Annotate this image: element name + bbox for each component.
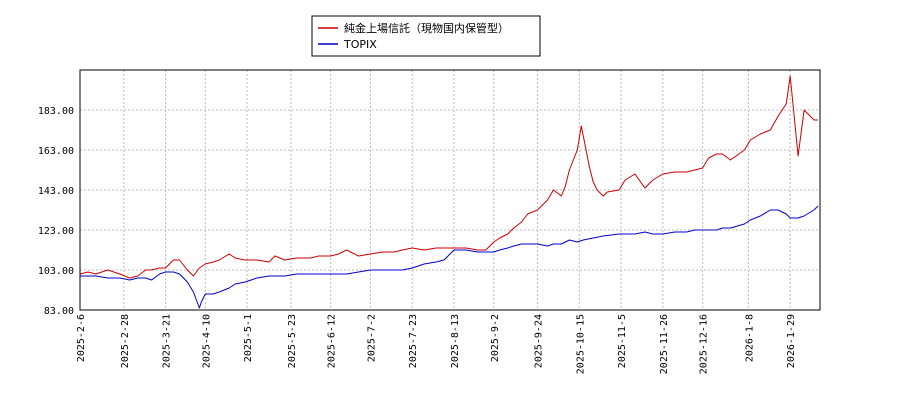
x-tick-label: 2025-12-16	[699, 314, 710, 374]
legend-box	[311, 15, 541, 57]
y-tick-label: 123.00	[38, 226, 74, 237]
y-tick-label: 143.00	[38, 186, 74, 197]
y-tick-label: 163.00	[38, 146, 74, 157]
x-tick-label: 2025-4-10	[201, 314, 212, 368]
y-tick-label: 103.00	[38, 266, 74, 277]
plot-frame	[79, 69, 821, 311]
x-tick-label: 2025-8-13	[450, 314, 461, 368]
x-tick-label: 2025-3-21	[162, 314, 173, 368]
series-line-topix	[80, 205, 819, 309]
y-axis-ticks: 83.00 103.00 123.00 143.00 163.00 183.00	[38, 106, 74, 317]
x-tick-label: 2025-2-28	[120, 314, 131, 368]
x-tick-label: 2026-1-8	[744, 314, 755, 362]
legend-label-gold: 純金上場信託（現物国内保管型）	[344, 21, 509, 35]
grid-lines	[79, 70, 820, 311]
x-tick-label: 2025-6-12	[327, 314, 338, 368]
x-tick-label: 2025-7-23	[408, 314, 419, 368]
x-tick-label: 2025-5-1	[243, 314, 254, 362]
x-tick-label: 2026-1-29	[786, 314, 797, 368]
series-line-gold	[79, 75, 818, 279]
x-tick-label: 2025-2-6	[76, 314, 87, 362]
x-tick-label: 2025-5-23	[287, 314, 298, 368]
x-tick-label: 2025-11-26	[659, 314, 670, 374]
y-tick-label: 83.00	[44, 306, 74, 317]
x-axis-ticks: 2025-2-6 2025-2-28 2025-3-21 2025-4-10 2025-…	[76, 314, 797, 374]
x-tick-label: 2025-9-24	[534, 314, 545, 368]
legend-label-topix: TOPIX	[343, 38, 377, 51]
x-tick-label: 2025-9-2	[490, 314, 501, 362]
y-tick-label: 183.00	[38, 106, 74, 117]
x-tick-label: 2025-11-5	[617, 314, 628, 368]
x-tick-label: 2025-7-2	[366, 314, 377, 362]
x-tick-label: 2025-10-15	[575, 314, 586, 374]
series-lines	[79, 75, 819, 309]
legend: 純金上場信託（現物国内保管型） TOPIX	[311, 15, 541, 57]
